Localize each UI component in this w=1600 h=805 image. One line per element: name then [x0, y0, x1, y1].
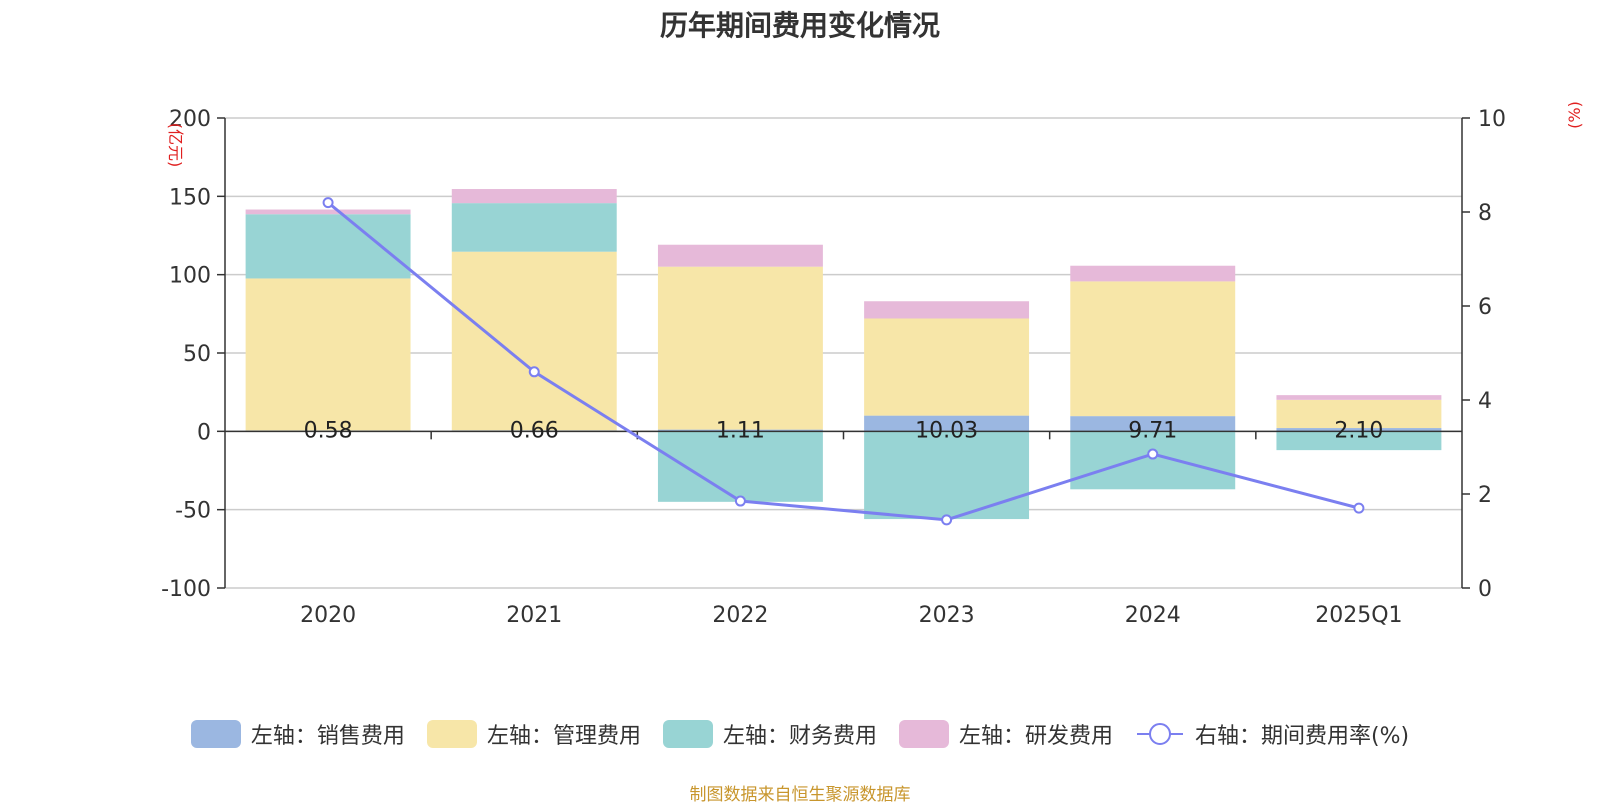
legend-label-rd: 左轴：研发费用 [958, 724, 1113, 749]
left-axis-tick-label: 200 [169, 107, 211, 132]
bar-0-2023 [864, 415, 1030, 432]
bar-data-label: 0.58 [304, 418, 353, 443]
right-axis-unit: (%) [1565, 101, 1584, 129]
bar-data-label: 2.10 [1334, 418, 1383, 443]
right-axis-tick-label: 2 [1478, 483, 1492, 508]
legend-swatch-admin [426, 720, 477, 748]
left-axis-tick-label: 100 [169, 264, 211, 289]
right-axis-tick-label: 0 [1478, 577, 1492, 602]
legend-item-finance[interactable]: 左轴：财务费用 [662, 718, 877, 750]
rate-line [327, 201, 1360, 522]
legend-label-sales: 左轴：销售费用 [250, 724, 405, 749]
bar-2-2024 [1070, 431, 1236, 490]
right-axis-tick-label: 10 [1478, 107, 1506, 132]
bar-2-2020 [245, 214, 411, 279]
legend-item-sales[interactable]: 左轴：销售费用 [190, 718, 405, 750]
bar-2-2025Q1 [1276, 431, 1442, 451]
legend-swatch-rd [898, 720, 949, 748]
bar-data-label: 10.03 [915, 418, 978, 443]
right-axis-tick-label: 8 [1478, 201, 1492, 226]
x-axis-tick-label: 2024 [1125, 603, 1181, 628]
bar-0-2024 [1070, 416, 1236, 432]
bar-labels-group: 0.58 0.66 1.11 10.03 9.71 2.10 [304, 418, 1384, 443]
bar-data-label: 9.71 [1128, 418, 1177, 443]
legend-swatch-finance [662, 720, 713, 748]
bar-1-2024 [1070, 281, 1236, 417]
rate-point [1147, 448, 1159, 460]
legend: 左轴：销售费用 左轴：管理费用 左轴：财务费用 左轴：研发费用 右轴：期间费用率… [0, 718, 1600, 750]
bar-1-2023 [864, 318, 1030, 416]
left-axis-tick-label: -100 [161, 577, 211, 602]
right-axis-tick-label: 6 [1478, 295, 1492, 320]
rate-line-group [322, 197, 1365, 526]
bar-1-2025Q1 [1276, 399, 1442, 429]
legend-line-circle-icon [1136, 723, 1183, 745]
legend-item-admin[interactable]: 左轴：管理费用 [426, 718, 641, 750]
legend-label-finance: 左轴：财务费用 [722, 724, 877, 749]
bar-3-2024 [1070, 265, 1236, 282]
rate-point [941, 514, 953, 526]
legend-item-rd[interactable]: 左轴：研发费用 [898, 718, 1113, 750]
bar-3-2023 [864, 301, 1030, 319]
bar-3-2020 [245, 209, 411, 215]
bar-1-2020 [245, 278, 411, 431]
bar-0-2025Q1 [1276, 428, 1442, 432]
x-axis-tick-label: 2025Q1 [1315, 603, 1402, 628]
bar-0-2022 [657, 429, 823, 432]
left-axis-unit: (亿元) [166, 123, 185, 168]
chart-title: 历年期间费用变化情况 [659, 9, 940, 42]
rate-point [1353, 502, 1365, 514]
x-axis-tick-label: 2020 [300, 603, 356, 628]
legend-label-admin: 左轴：管理费用 [486, 724, 641, 749]
bar-2-2023 [864, 431, 1030, 520]
right-axis-tick-label: 4 [1478, 389, 1492, 414]
rate-point [322, 197, 334, 209]
left-axis-tick-label: 0 [197, 420, 211, 445]
bar-data-label: 0.66 [510, 418, 559, 443]
left-axis-tick-label: 150 [169, 185, 211, 210]
x-axis-tick-label: 2022 [712, 603, 768, 628]
bar-3-2021 [451, 189, 617, 204]
axes-group: -100 -50 0 50 100 150 200 0 2 4 6 8 10 2020 2021 2022 20… [161, 107, 1506, 628]
x-axis-tick-label: 2023 [919, 603, 975, 628]
legend-label-rate: 右轴：期间费用率(%) [1194, 724, 1410, 749]
bar-1-2021 [451, 251, 617, 431]
bar-3-2022 [657, 244, 823, 267]
bar-data-label: 1.11 [716, 418, 765, 443]
bars-group [245, 189, 1442, 520]
rate-point [528, 366, 540, 378]
legend-item-rate[interactable]: 右轴：期间费用率(%) [1135, 718, 1409, 750]
bar-2-2021 [451, 203, 617, 252]
x-axis-tick-label: 2021 [506, 603, 562, 628]
left-axis-tick-label: 50 [183, 342, 211, 367]
bar-3-2025Q1 [1276, 395, 1442, 400]
left-axis-tick-label: -50 [175, 499, 211, 524]
rate-point [734, 495, 746, 507]
source-note: 制图数据来自恒生聚源数据库 [689, 785, 911, 805]
bar-1-2022 [657, 266, 823, 430]
legend-swatch-sales [190, 720, 241, 748]
